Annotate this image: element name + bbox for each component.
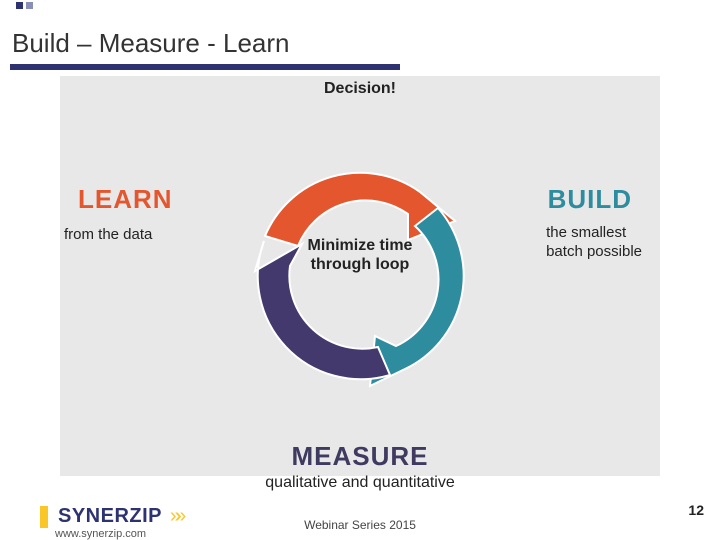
title-underline xyxy=(10,64,400,70)
center-line1: Minimize time xyxy=(308,237,413,254)
dot-icon xyxy=(16,2,23,9)
slide: Build – Measure - Learn Decision! LEARN … xyxy=(0,0,720,540)
footer-url: www.synerzip.com xyxy=(55,528,146,540)
learn-sublabel: from the data xyxy=(64,226,152,243)
footer-logo: SYNERZIP »» xyxy=(40,505,180,528)
chevron-icon: »» xyxy=(170,505,180,528)
page-title: Build – Measure - Learn xyxy=(12,28,289,59)
logo-text: SYNERZIP xyxy=(58,505,162,528)
dot-icon xyxy=(26,2,33,9)
measure-sublabel: qualitative and quantitative xyxy=(265,474,454,492)
decision-label: Decision! xyxy=(324,80,396,98)
center-text: Minimize time through loop xyxy=(308,236,413,274)
page-number: 12 xyxy=(688,502,704,518)
cycle-diagram xyxy=(205,121,515,431)
logo-bar-icon xyxy=(40,506,48,528)
top-accent-dots xyxy=(16,2,33,9)
measure-label: MEASURE xyxy=(291,441,428,472)
learn-label: LEARN xyxy=(78,184,173,215)
build-label: BUILD xyxy=(548,184,632,215)
center-line2: through loop xyxy=(311,256,410,273)
footer-series: Webinar Series 2015 xyxy=(304,518,416,532)
build-sub-line1: the smallest xyxy=(546,224,626,241)
build-sublabel: the smallest batch possible xyxy=(546,224,642,262)
build-sub-line2: batch possible xyxy=(546,243,642,260)
diagram-area: Decision! LEARN from the data BUILD the … xyxy=(60,76,660,476)
